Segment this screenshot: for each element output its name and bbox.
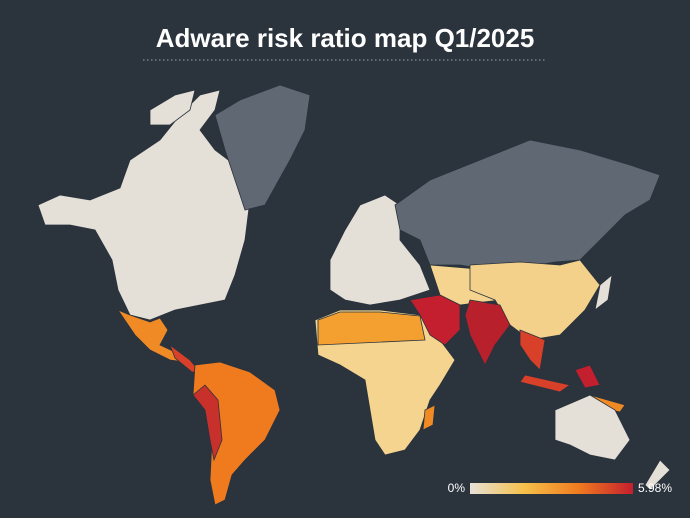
world-map [37, 84, 671, 506]
legend-gradient [470, 483, 633, 494]
greenland [214, 84, 311, 211]
middle-east [409, 294, 461, 346]
north-africa [317, 311, 426, 346]
china [469, 259, 601, 341]
india [464, 299, 511, 366]
legend-label: 5.98% [638, 481, 672, 495]
legend: 0% 5.98% [448, 481, 673, 495]
africa [314, 309, 456, 456]
mexico [116, 309, 187, 363]
borneo [574, 364, 601, 389]
sumatra-java [519, 374, 571, 393]
australia [554, 394, 631, 461]
arctic-islands [149, 89, 196, 126]
japan [594, 274, 613, 311]
southeast-asia [519, 329, 546, 371]
madagascar [422, 404, 436, 431]
legend-label: 0% [448, 481, 466, 495]
andes [192, 384, 223, 462]
europe [329, 194, 431, 306]
new-zealand [644, 459, 671, 491]
map-title: Adware risk ratio map Q1/2025 [156, 23, 535, 53]
